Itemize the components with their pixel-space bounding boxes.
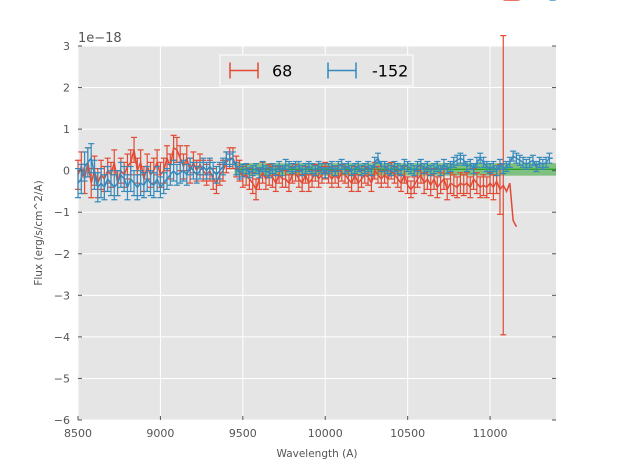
x-tick-label: 10500 xyxy=(390,427,425,440)
y-tick-label: −6 xyxy=(54,414,70,427)
y-axis-label: Flux (erg/s/cm^2/A) xyxy=(33,180,45,285)
plot-area xyxy=(78,46,556,420)
y-tick-label: −2 xyxy=(54,248,70,261)
y-tick-label: −4 xyxy=(54,331,70,344)
x-tick-label: 8500 xyxy=(64,427,92,440)
legend-handle-1 xyxy=(229,62,259,79)
x-tick-label: 9000 xyxy=(146,427,174,440)
axis-ticks: 8500 9000 9500 10000 10500 11000 −6 −5 −4 −3 −2 −1 0… xyxy=(54,40,556,440)
x-axis-label: Wavelength (A) xyxy=(276,448,357,460)
y-tick-label: −1 xyxy=(54,206,70,219)
y-tick-label: 3 xyxy=(63,40,70,53)
series-line xyxy=(77,155,553,190)
y-tick-label: 0 xyxy=(63,165,70,178)
legend: 68 -152 xyxy=(219,54,414,87)
y-tick-label: 1 xyxy=(63,123,70,136)
x-tick-label: 9500 xyxy=(229,427,257,440)
legend-label-2: -152 xyxy=(372,62,408,81)
y-tick-label: 2 xyxy=(63,82,70,95)
y-tick-label: −5 xyxy=(54,372,70,385)
grid-lines xyxy=(77,45,556,421)
x-tick-label: 11000 xyxy=(473,427,508,440)
y-offset-label: 1e−18 xyxy=(78,31,122,46)
y-tick-label: −3 xyxy=(54,289,70,302)
legend-handle-2 xyxy=(327,62,357,79)
series-layer xyxy=(75,0,556,336)
x-tick-label: 10000 xyxy=(308,427,343,440)
legend-label-1: 68 xyxy=(272,62,292,81)
series-2 xyxy=(75,0,556,203)
